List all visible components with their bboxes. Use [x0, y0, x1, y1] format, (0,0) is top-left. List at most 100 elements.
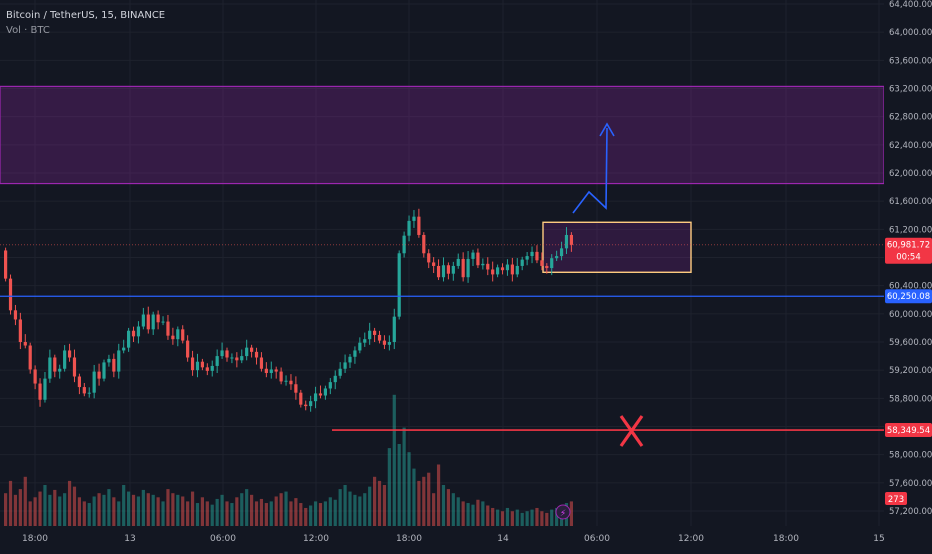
current-price-badge-text: 60,981.72 — [887, 241, 930, 251]
candle-body — [461, 258, 465, 278]
support-price-badge-bg — [885, 289, 932, 304]
candle-body — [348, 356, 352, 363]
candle-body — [441, 265, 446, 278]
volume-bar — [436, 464, 441, 526]
candle-body — [58, 368, 62, 372]
volume-bar — [520, 512, 524, 526]
candle-body — [456, 258, 460, 266]
lightning-glyph: ⚡ — [560, 509, 566, 519]
volume-bar — [530, 509, 534, 526]
symbol-title[interactable]: Bitcoin / TetherUS, 15, BINANCE — [6, 10, 166, 21]
volume-bar — [382, 485, 387, 526]
projection-path — [572, 127, 608, 214]
volume-bar — [141, 489, 145, 526]
candle-body — [377, 334, 382, 341]
candle-body — [254, 351, 259, 358]
candle-body — [112, 358, 116, 372]
volume-bar — [407, 452, 411, 526]
candle-body — [151, 314, 155, 330]
candle-body — [343, 362, 347, 369]
volume-bar — [151, 494, 155, 526]
candle-body — [200, 361, 204, 368]
time-axis[interactable]: 18:00 13 06:00 12:00 18:00 14 06:00 12:00 18:00 1… — [0, 526, 932, 550]
candle-body — [92, 371, 96, 393]
candle-body — [43, 378, 47, 400]
candle-body — [171, 335, 175, 340]
volume-bar — [358, 496, 362, 526]
volume-bar — [446, 489, 450, 526]
price-axis-label: 59,200.00 — [889, 366, 932, 376]
volume-bar — [441, 485, 446, 526]
candle-body — [28, 345, 32, 370]
volume-bar — [87, 503, 91, 526]
candle-body — [353, 350, 357, 357]
volume-bar — [417, 480, 421, 526]
volume-bar — [63, 493, 67, 526]
candle-body — [486, 263, 490, 270]
volume-bar — [505, 507, 510, 526]
volume-bar — [456, 497, 460, 526]
price-axis-label: 61,200.00 — [889, 225, 932, 235]
candle-body — [284, 380, 288, 382]
volume-bar — [117, 501, 121, 526]
volume-badge-text: 273 — [888, 495, 904, 505]
candle-body — [33, 369, 37, 384]
candle-body — [274, 369, 278, 372]
candle-body — [23, 342, 27, 346]
time-axis-label: 06:00 — [584, 534, 610, 544]
candle-body — [235, 357, 239, 361]
candle-body — [564, 234, 569, 249]
volume-bar — [181, 496, 185, 526]
volume-bar — [343, 485, 347, 526]
candle-body — [225, 350, 229, 358]
volume-bar — [569, 501, 573, 526]
volume-bar — [210, 504, 214, 526]
volume-legend[interactable]: Vol · BTC — [6, 25, 50, 36]
volume-bar — [127, 491, 131, 526]
candlestick-series — [4, 208, 573, 412]
candle-body — [500, 267, 505, 271]
volume-bar — [279, 493, 283, 526]
volume-bar — [250, 494, 254, 526]
candle-body — [382, 340, 387, 345]
drawing-tools[interactable]: ⚡ — [0, 122, 884, 520]
candle-body — [392, 316, 396, 342]
time-axis-bg — [0, 526, 932, 550]
price-badges: 60,981.72 00:54 60,250.08 58,349.54 273 — [885, 237, 932, 505]
candle-body — [63, 350, 67, 369]
volume-bar — [540, 511, 544, 526]
volume-bar — [18, 489, 22, 526]
volume-bar — [156, 497, 160, 526]
support-price-badge-text: 60,250.08 — [887, 292, 930, 302]
candle-body — [436, 265, 441, 278]
volume-bar — [38, 491, 42, 526]
chart-legend[interactable]: Bitcoin / TetherUS, 15, BINANCE Vol · BT… — [6, 8, 165, 38]
candle-body — [18, 319, 22, 342]
candle-body — [412, 216, 416, 221]
volume-bar — [510, 511, 514, 526]
candle-body — [363, 339, 367, 343]
candle-body — [4, 250, 8, 279]
candle-body — [446, 265, 450, 274]
volume-bar — [373, 476, 377, 526]
volume-bars — [4, 394, 573, 526]
candle-body — [313, 393, 318, 402]
candle-body — [87, 392, 91, 394]
volume-bar — [328, 497, 332, 526]
time-axis-label: 18:00 — [773, 534, 799, 544]
candle-body — [161, 321, 165, 323]
volume-bar — [4, 493, 8, 526]
time-axis-label: 18:00 — [396, 534, 422, 544]
candle-body — [245, 347, 249, 357]
volume-bar — [146, 493, 150, 526]
price-axis-label: 61,600.00 — [889, 197, 932, 207]
volume-bar — [13, 494, 18, 526]
volume-bar — [72, 486, 77, 526]
resistance-zone — [0, 85, 885, 185]
price-axis[interactable]: 64,400.00 64,000.00 63,600.00 63,200.00 62,8… — [884, 0, 932, 550]
candle-body — [289, 380, 293, 385]
candle-body — [136, 326, 141, 337]
volume-bar — [67, 480, 72, 526]
